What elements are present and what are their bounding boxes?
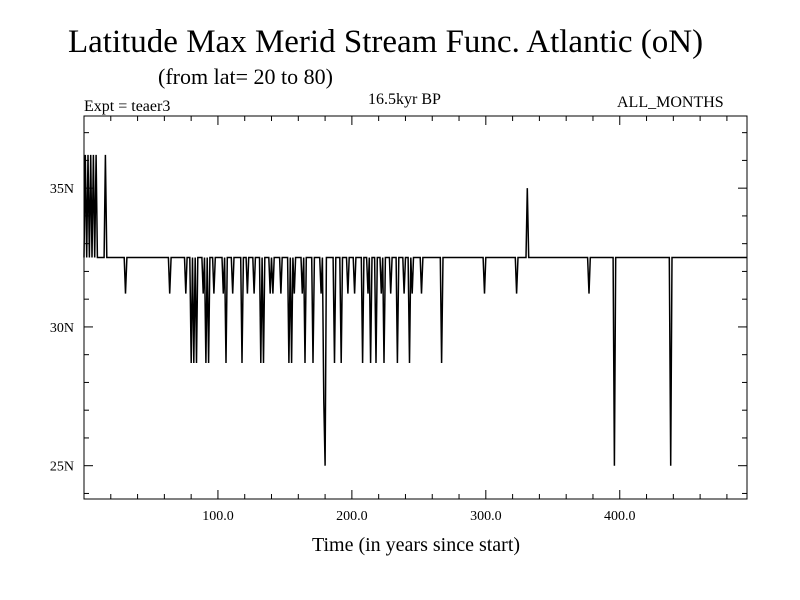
experiment-label: Expt = teaer3 <box>84 98 171 115</box>
axis-tick-labels: 100.0 200.0 300.0 400.0 25N 30N 35N <box>50 182 636 524</box>
chart-title: Latitude Max Merid Stream Func. Atlantic… <box>68 24 704 60</box>
y-tick-label: 35N <box>50 182 74 197</box>
x-axis-label: Time (in years since start) <box>312 534 520 556</box>
plot-frame <box>83 115 748 500</box>
series-line <box>83 154 747 466</box>
x-tick-label: 300.0 <box>470 509 502 524</box>
chart-subtitle: (from lat= 20 to 80) <box>158 64 333 89</box>
x-tick-label: 400.0 <box>604 509 636 524</box>
y-tick-label: 25N <box>50 460 74 475</box>
months-label: ALL_MONTHS <box>617 94 724 111</box>
axis-ticks <box>84 116 747 499</box>
x-tick-label: 100.0 <box>202 509 234 524</box>
x-tick-label: 200.0 <box>336 509 368 524</box>
period-label: 16.5kyr BP <box>368 91 441 108</box>
y-tick-label: 30N <box>50 321 74 336</box>
